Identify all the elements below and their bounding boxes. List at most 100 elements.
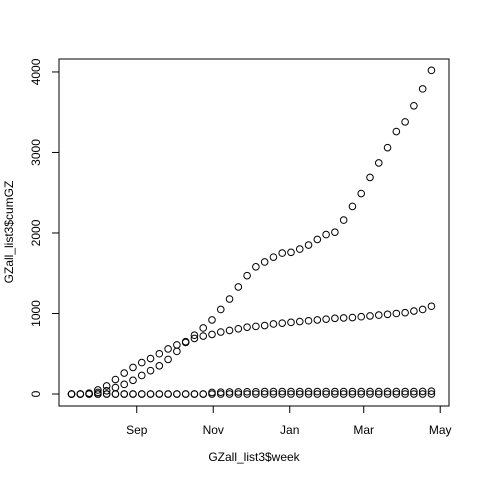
point <box>243 323 251 331</box>
y-tick-label: 2000 <box>29 219 43 246</box>
point <box>146 390 155 398</box>
point <box>295 245 304 253</box>
point <box>243 271 251 280</box>
point <box>418 390 427 398</box>
point <box>287 387 295 396</box>
point <box>234 283 243 291</box>
point <box>313 390 322 398</box>
point <box>216 328 225 336</box>
point <box>155 390 164 398</box>
point <box>260 258 269 266</box>
point <box>155 349 164 358</box>
point <box>129 363 137 372</box>
point <box>366 173 374 182</box>
point <box>208 390 216 398</box>
point <box>295 390 304 398</box>
point <box>304 390 313 398</box>
point <box>313 316 322 324</box>
y-tick-label: 4000 <box>29 58 43 85</box>
point <box>304 387 313 396</box>
point <box>278 387 287 396</box>
point <box>94 386 102 394</box>
point <box>374 159 383 167</box>
point <box>67 390 76 398</box>
point <box>383 390 392 398</box>
point <box>304 241 313 249</box>
point <box>287 248 295 257</box>
point <box>225 295 234 303</box>
point <box>383 310 392 319</box>
point <box>287 390 295 398</box>
point <box>348 387 357 396</box>
point <box>146 354 155 363</box>
x-tick-label: Mar <box>353 423 374 437</box>
point <box>348 202 357 211</box>
point <box>137 358 146 367</box>
y-tick-label: 3000 <box>29 139 43 166</box>
point <box>331 387 339 396</box>
point <box>252 390 260 398</box>
point <box>164 390 172 398</box>
point <box>383 387 392 396</box>
x-tick-label: Sep <box>126 423 148 437</box>
point <box>181 390 190 398</box>
point <box>401 118 409 126</box>
x-tick-label: May <box>429 423 452 437</box>
point <box>111 390 120 398</box>
point <box>410 307 418 315</box>
point <box>427 387 436 395</box>
point <box>216 305 225 314</box>
point <box>269 387 278 396</box>
point <box>339 390 348 398</box>
point <box>339 216 348 224</box>
point <box>76 390 85 398</box>
point <box>392 390 401 398</box>
point <box>260 387 269 396</box>
point <box>208 330 216 339</box>
point <box>199 390 208 398</box>
point <box>199 332 208 340</box>
point <box>85 390 93 398</box>
point <box>225 326 234 335</box>
point <box>401 308 409 317</box>
point <box>234 324 243 333</box>
point <box>322 390 330 398</box>
point <box>427 66 436 75</box>
point <box>366 312 374 320</box>
point <box>366 387 374 396</box>
point <box>146 366 155 375</box>
point <box>252 322 260 331</box>
point <box>295 317 304 326</box>
point <box>102 382 111 390</box>
point <box>252 262 260 271</box>
point <box>234 390 243 398</box>
point <box>190 390 199 398</box>
point <box>102 390 111 398</box>
point <box>357 189 366 198</box>
point <box>102 386 111 395</box>
point <box>208 316 216 324</box>
point <box>137 390 146 398</box>
point <box>366 390 374 398</box>
point <box>173 341 181 349</box>
point <box>322 230 330 239</box>
point <box>173 390 181 398</box>
point <box>339 314 348 322</box>
y-tick-label: 1000 <box>29 300 43 327</box>
point <box>243 387 251 396</box>
point <box>374 311 383 319</box>
x-axis-label: GZall_list3$week <box>208 450 300 464</box>
point <box>374 390 383 398</box>
point <box>111 383 120 392</box>
point <box>401 387 409 396</box>
point <box>410 101 418 110</box>
point <box>357 387 366 396</box>
point <box>357 312 366 321</box>
point <box>234 388 243 396</box>
point <box>392 309 401 318</box>
point <box>313 235 322 244</box>
point <box>269 320 278 328</box>
point <box>278 249 287 257</box>
